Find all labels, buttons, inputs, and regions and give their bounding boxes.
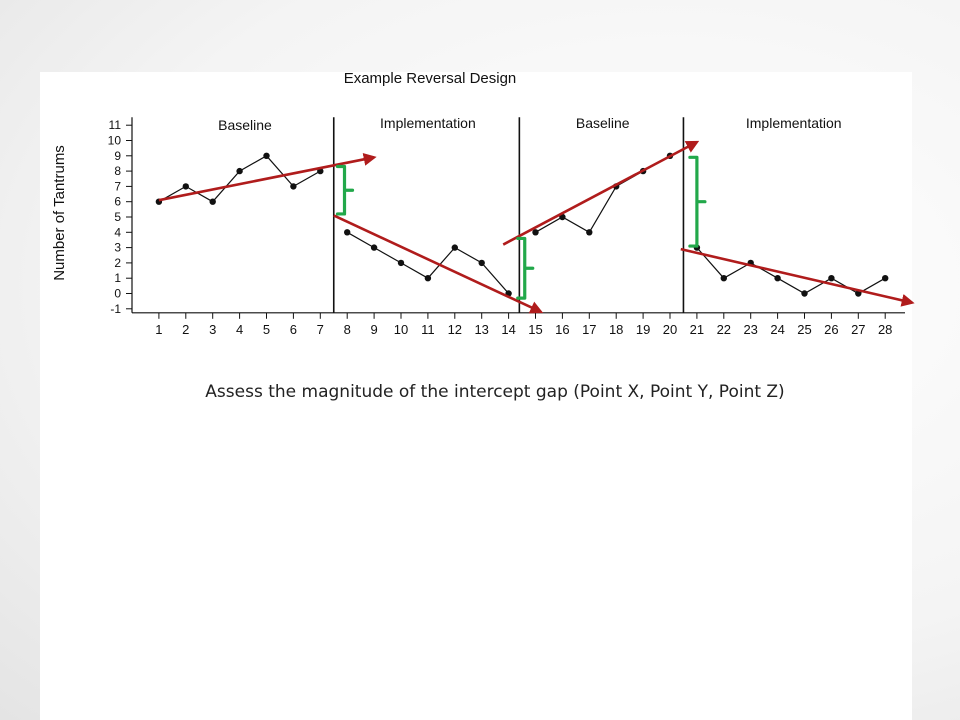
y-tick-label: 2	[114, 256, 121, 270]
data-point	[828, 275, 835, 282]
caption-point-x: (Point X,	[573, 382, 645, 402]
caption-point-y: Point Y,	[649, 382, 714, 402]
intercept-gap-brace	[516, 236, 535, 300]
caption-point-z: Point Z)	[718, 382, 785, 402]
x-tick-label: 16	[555, 322, 569, 337]
y-tick-label: 10	[108, 134, 122, 148]
y-tick-label: 8	[114, 164, 121, 178]
x-tick-label: 18	[609, 322, 623, 337]
phase-label: Baseline	[576, 115, 630, 131]
data-point	[424, 275, 432, 282]
y-tick-label: 7	[114, 179, 121, 193]
trend-arrow	[158, 152, 377, 202]
data-point	[344, 229, 351, 236]
x-tick-label: 20	[663, 322, 677, 337]
data-point	[209, 198, 216, 205]
y-tick-label: 9	[114, 149, 121, 163]
x-tick-label: 8	[344, 322, 351, 337]
x-tick-label: 11	[421, 322, 435, 337]
x-tick-label: 7	[317, 322, 324, 337]
y-tick-label: 5	[114, 210, 121, 224]
y-tick-label: 3	[114, 241, 121, 255]
data-point	[397, 259, 405, 267]
x-tick-label: 21	[690, 322, 704, 337]
data-point	[236, 167, 243, 175]
y-tick-label: 11	[109, 118, 122, 132]
x-tick-label: 13	[474, 322, 488, 337]
y-axis-label: Number of Tantrums	[51, 145, 68, 281]
x-tick-label: 12	[448, 322, 462, 337]
intercept-gap-brace	[335, 164, 355, 216]
x-tick-label: 3	[209, 322, 216, 337]
caption: Assess the magnitude of the intercept ga…	[0, 382, 960, 402]
phase-label: Baseline	[218, 117, 272, 133]
slide-panel	[40, 72, 912, 720]
data-point	[532, 229, 539, 236]
intercept-gap-brace	[688, 155, 707, 248]
x-tick-label: 25	[797, 322, 811, 337]
data-point	[882, 275, 889, 282]
phase-label: Implementation	[746, 115, 842, 131]
data-point	[774, 275, 781, 282]
x-tick-label: 28	[878, 322, 892, 337]
x-tick-label: 1	[155, 322, 162, 337]
x-tick-label: 14	[501, 322, 515, 337]
data-point	[263, 152, 270, 159]
x-tick-label: 26	[824, 322, 838, 337]
x-tick-label: 27	[851, 322, 865, 337]
x-tick-label: 23	[743, 322, 757, 337]
caption-text: Assess the magnitude of the intercept ga…	[205, 382, 568, 402]
x-tick-label: 2	[182, 322, 189, 337]
x-tick-label: 4	[236, 322, 243, 337]
y-tick-label: 4	[114, 225, 121, 239]
x-tick-label: 6	[290, 322, 297, 337]
trend-arrow	[680, 247, 915, 307]
x-tick-label: 9	[370, 322, 377, 337]
x-tick-label: 24	[770, 322, 784, 337]
data-point	[586, 229, 593, 236]
data-point	[720, 275, 727, 282]
x-tick-label: 10	[394, 322, 408, 337]
x-tick-label: 5	[263, 322, 270, 337]
x-tick-label: 19	[636, 322, 650, 337]
chart-title: Example Reversal Design	[344, 70, 517, 87]
trend-arrow	[502, 140, 700, 246]
series-line	[696, 247, 886, 295]
data-point	[451, 244, 458, 251]
x-tick-label: 17	[582, 322, 596, 337]
y-tick-label: 0	[114, 287, 121, 301]
data-point	[370, 244, 378, 251]
x-tick-label: 22	[717, 322, 731, 337]
y-tick-label: 1	[114, 271, 121, 285]
y-tick-label: -1	[110, 302, 121, 316]
y-tick-label: 6	[114, 195, 121, 209]
trend-arrow	[333, 214, 544, 314]
data-point	[801, 290, 808, 297]
x-tick-label: 15	[528, 322, 542, 337]
data-point	[478, 259, 485, 267]
phase-label: Implementation	[380, 115, 476, 131]
data-point	[182, 183, 189, 190]
data-point	[290, 183, 297, 190]
